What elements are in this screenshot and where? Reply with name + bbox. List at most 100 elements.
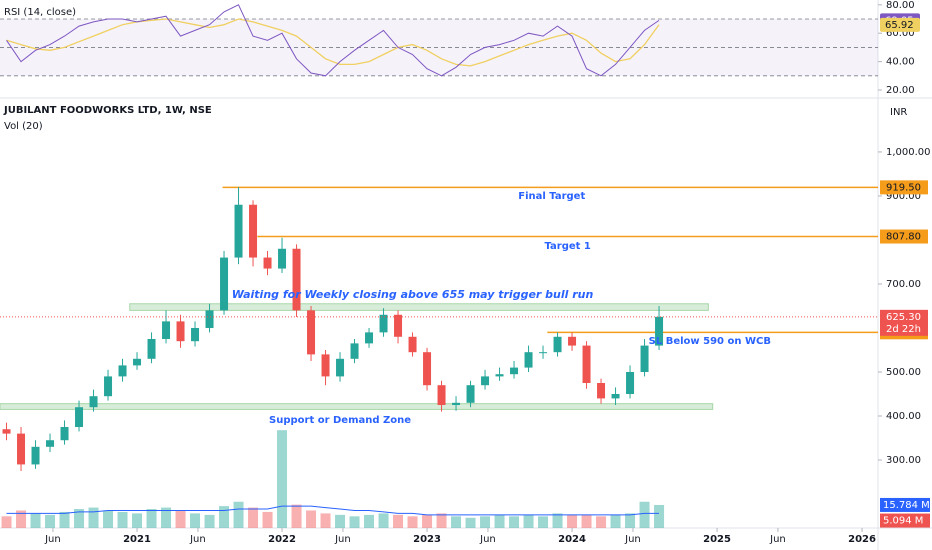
- volume-bar: [88, 507, 99, 528]
- candle-body: [60, 427, 69, 441]
- volume-bar: [277, 430, 288, 528]
- rsi-line: [6, 4, 660, 77]
- rsi-band: [0, 19, 878, 76]
- volume-bar: [552, 513, 563, 528]
- x-tick-label: 2025: [703, 534, 731, 545]
- candle-body: [118, 365, 127, 377]
- volume-bar: [59, 511, 70, 528]
- volume-bar: [291, 504, 302, 528]
- candle-body: [408, 336, 417, 353]
- rsi-tick-label: 60.00: [886, 28, 915, 39]
- volume-bar: [451, 516, 462, 528]
- candle-body: [640, 345, 649, 372]
- annotation: SL Below 590 on WCB: [649, 336, 771, 347]
- volume-bar: [132, 513, 143, 528]
- candle-body: [350, 343, 359, 359]
- volume-badge: [880, 513, 930, 528]
- y-tick-label: 500.00: [886, 367, 921, 378]
- rsi-tick-label: 80.00: [886, 0, 915, 11]
- rsi-badge-label: 65.92: [885, 20, 914, 31]
- rsi-badge: [880, 17, 920, 32]
- x-tick-label: Jun: [44, 534, 61, 545]
- volume-bar: [262, 511, 273, 528]
- volume-bar: [480, 516, 491, 528]
- candle-body: [46, 440, 55, 447]
- y-tick-label: 400.00: [886, 411, 921, 422]
- volume-bar: [494, 514, 505, 528]
- candle-body: [452, 402, 461, 406]
- volume-bar: [30, 513, 41, 528]
- candle-body: [104, 376, 113, 397]
- candle-body: [365, 332, 374, 344]
- candle-body: [423, 352, 432, 386]
- x-tick-label: 2023: [413, 534, 441, 545]
- volume-bar: [161, 507, 172, 528]
- volume-bar: [654, 504, 665, 528]
- candle-body: [394, 314, 403, 337]
- rsi-tick-label: 20.00: [886, 85, 915, 96]
- candle-body: [162, 321, 171, 339]
- candle-body: [379, 314, 388, 333]
- countdown: 2d 22h: [886, 324, 921, 335]
- volume-bar: [610, 514, 621, 528]
- candle-body: [321, 354, 330, 377]
- volume-bar: [45, 514, 56, 528]
- volume-bar: [523, 514, 534, 528]
- volume-bar: [1, 516, 12, 528]
- candle-body: [75, 407, 84, 428]
- volume-bar: [219, 506, 230, 528]
- volume-bar: [190, 513, 201, 528]
- volume-label: Vol (20): [4, 121, 43, 132]
- volume-bar: [596, 516, 607, 528]
- level-badge-label: 807.80: [886, 232, 921, 243]
- candle-body: [437, 385, 446, 406]
- y-tick-label: 700.00: [886, 279, 921, 290]
- last-price-badge: [880, 309, 928, 336]
- volume-badge-label: 15.784 M: [883, 500, 930, 511]
- x-tick-label: Jun: [624, 534, 641, 545]
- y-tick-label: 900.00: [886, 191, 921, 202]
- volume-bar: [16, 510, 27, 528]
- candle-body: [89, 396, 98, 408]
- volume-bar: [248, 507, 259, 528]
- candle-body: [568, 336, 577, 346]
- candle-body: [31, 446, 40, 465]
- annotation: Final Target: [518, 191, 585, 202]
- candle-body: [597, 382, 606, 399]
- volume-bar: [407, 516, 418, 528]
- volume-bar: [349, 516, 360, 528]
- candle-body: [17, 433, 26, 465]
- volume-bar: [175, 510, 186, 528]
- volume-bar: [306, 510, 317, 528]
- candle-body: [191, 327, 200, 342]
- x-tick-label: 2021: [123, 534, 151, 545]
- volume-badge-label: 5.094 M: [883, 516, 923, 527]
- candle-body: [539, 352, 548, 354]
- y-tick-label: 1,000.00: [886, 147, 931, 158]
- candle-body: [524, 352, 533, 368]
- volume-bar: [393, 514, 404, 528]
- candle-body: [133, 358, 142, 366]
- volume-bar: [538, 516, 549, 528]
- volume-bar: [103, 510, 114, 528]
- volume-bar: [581, 514, 592, 528]
- candle-body: [626, 371, 635, 395]
- volume-bar: [117, 511, 128, 528]
- level-badge: [880, 180, 928, 195]
- demand-zone: [0, 403, 714, 410]
- candle-body: [466, 385, 475, 403]
- volume-bar: [204, 514, 215, 528]
- level-badge-label: 919.50: [886, 182, 921, 193]
- volume-bar: [320, 513, 331, 528]
- annotation: Waiting for Weekly closing above 655 may…: [232, 288, 594, 301]
- candle-body: [263, 257, 272, 269]
- symbol-title: JUBILANT FOODWORKS LTD, 1W, NSE: [3, 105, 212, 116]
- candle-body: [2, 429, 11, 434]
- demand-zone: [129, 303, 709, 311]
- x-tick-label: 2024: [558, 534, 586, 545]
- candle-body: [336, 358, 345, 377]
- volume-bar: [233, 501, 244, 528]
- candle-body: [307, 310, 316, 355]
- candle-body: [510, 367, 519, 375]
